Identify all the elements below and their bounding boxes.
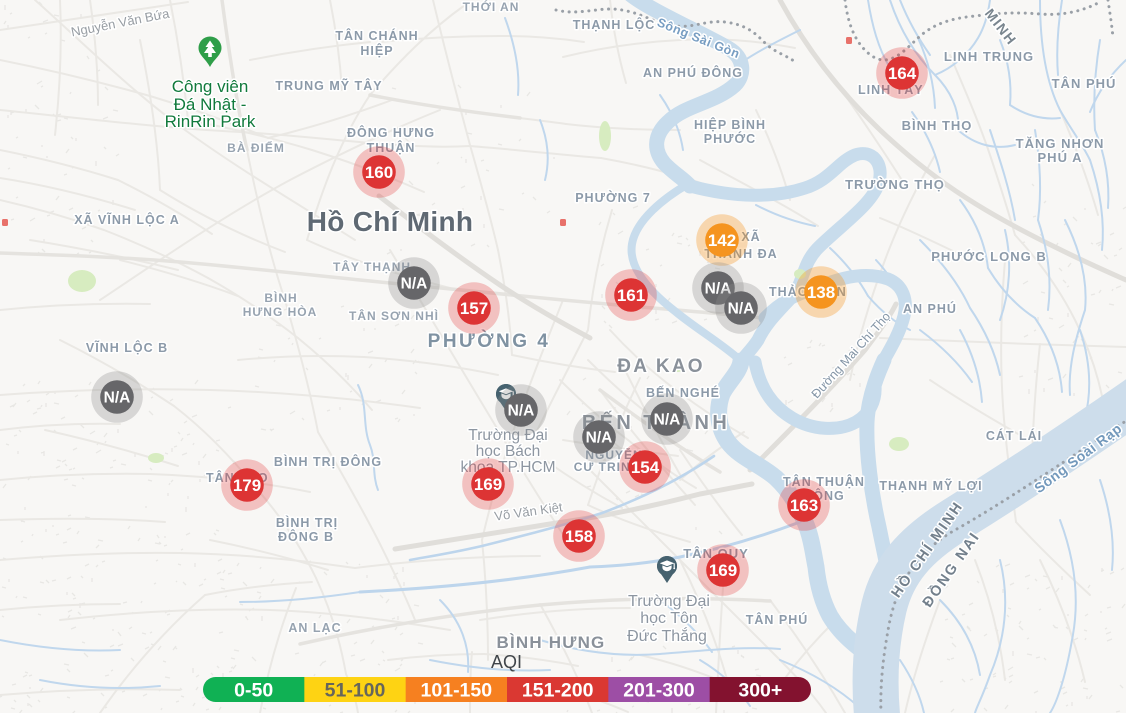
svg-text:BÌNH THỌ: BÌNH THỌ — [902, 118, 973, 133]
svg-text:VĨNH LỘC B: VĨNH LỘC B — [86, 340, 168, 355]
svg-text:N/A: N/A — [401, 276, 428, 293]
svg-text:161: 161 — [617, 286, 645, 305]
svg-text:154: 154 — [631, 458, 660, 477]
svg-text:Trường Đại: Trường Đại — [628, 593, 710, 610]
svg-text:PHƯỜNG 4: PHƯỜNG 4 — [428, 330, 551, 352]
svg-text:142: 142 — [708, 231, 736, 250]
svg-text:N/A: N/A — [508, 403, 535, 420]
svg-text:BÌNH HƯNG: BÌNH HƯNG — [497, 633, 606, 652]
svg-text:160: 160 — [365, 163, 393, 182]
svg-text:THẠNH LỘC: THẠNH LỘC — [573, 17, 656, 32]
svg-text:BẾN NGHÉ: BẾN NGHÉ — [646, 385, 720, 400]
svg-text:TÂN PHÚ: TÂN PHÚ — [746, 612, 809, 627]
svg-text:N/A: N/A — [728, 301, 755, 318]
svg-text:AN PHÚ: AN PHÚ — [903, 301, 957, 316]
svg-text:ĐÔNG HƯNG: ĐÔNG HƯNG — [347, 125, 435, 140]
svg-text:Hồ Chí Minh: Hồ Chí Minh — [307, 206, 474, 237]
svg-text:Công viên: Công viên — [172, 77, 249, 96]
svg-text:TÂN CHÁNH: TÂN CHÁNH — [335, 28, 418, 43]
svg-text:151-200: 151-200 — [522, 680, 594, 702]
svg-text:169: 169 — [709, 561, 737, 580]
svg-text:XÃ: XÃ — [741, 229, 760, 244]
svg-text:101-150: 101-150 — [421, 680, 493, 702]
svg-text:HIỆP BÌNH: HIỆP BÌNH — [694, 117, 766, 132]
svg-text:THẠNH MỸ LỢI: THẠNH MỸ LỢI — [879, 478, 982, 493]
svg-text:PHƯỚC: PHƯỚC — [704, 131, 756, 146]
svg-text:N/A: N/A — [654, 412, 681, 429]
svg-text:201-300: 201-300 — [623, 680, 695, 702]
svg-text:PHÚ A: PHÚ A — [1038, 150, 1083, 165]
svg-text:BÌNH: BÌNH — [264, 290, 297, 305]
svg-text:179: 179 — [233, 476, 261, 495]
svg-text:163: 163 — [790, 496, 818, 515]
svg-text:TÂN PHÚ: TÂN PHÚ — [1052, 76, 1117, 91]
svg-text:HƯNG HÒA: HƯNG HÒA — [243, 304, 318, 319]
svg-text:Đá Nhật -: Đá Nhật - — [174, 95, 247, 114]
svg-text:XÃ VĨNH LỘC A: XÃ VĨNH LỘC A — [74, 212, 180, 227]
svg-text:TÂY THẠNH: TÂY THẠNH — [333, 259, 411, 274]
svg-text:N/A: N/A — [586, 430, 613, 447]
svg-text:TÂN THUẬN: TÂN THUẬN — [783, 474, 865, 489]
svg-text:Trường Đại: Trường Đại — [468, 427, 547, 444]
svg-text:51-100: 51-100 — [325, 680, 386, 702]
svg-text:158: 158 — [565, 527, 593, 546]
svg-text:THỚI AN: THỚI AN — [463, 0, 520, 14]
svg-text:ĐÔNG B: ĐÔNG B — [278, 529, 334, 544]
svg-text:0-50: 0-50 — [234, 680, 273, 702]
svg-text:169: 169 — [474, 475, 502, 494]
svg-text:N/A: N/A — [705, 281, 732, 298]
svg-text:HIỆP: HIỆP — [360, 43, 393, 58]
svg-text:AN LẠC: AN LẠC — [288, 621, 341, 635]
svg-text:học Bách: học Bách — [476, 443, 541, 460]
svg-text:ĐA KAO: ĐA KAO — [617, 356, 704, 377]
svg-text:LINH TRUNG: LINH TRUNG — [944, 49, 1034, 64]
svg-text:BÀ ĐIỂM: BÀ ĐIỂM — [227, 140, 285, 155]
svg-text:học Tôn: học Tôn — [640, 610, 698, 627]
svg-text:157: 157 — [460, 299, 488, 318]
svg-text:THUẬN: THUẬN — [367, 140, 416, 155]
svg-text:164: 164 — [888, 64, 917, 83]
svg-text:BÌNH TRỊ ĐÔNG: BÌNH TRỊ ĐÔNG — [274, 454, 382, 469]
svg-text:RinRin Park: RinRin Park — [165, 112, 256, 131]
svg-text:TÂN SƠN NHÌ: TÂN SƠN NHÌ — [349, 308, 439, 323]
svg-text:BÌNH TRỊ: BÌNH TRỊ — [276, 515, 338, 530]
svg-text:TĂNG NHƠN: TĂNG NHƠN — [1016, 136, 1105, 151]
svg-text:N/A: N/A — [104, 390, 131, 407]
svg-text:138: 138 — [807, 283, 835, 302]
svg-text:AQI: AQI — [491, 652, 522, 672]
svg-text:PHƯỜNG 7: PHƯỜNG 7 — [575, 190, 651, 205]
svg-text:PHƯỚC LONG B: PHƯỚC LONG B — [931, 249, 1047, 264]
svg-text:CƯ TRINH: CƯ TRINH — [574, 460, 641, 474]
svg-text:TRUNG MỸ TÂY: TRUNG MỸ TÂY — [275, 78, 382, 93]
svg-text:TRƯỜNG THỌ: TRƯỜNG THỌ — [845, 177, 945, 192]
svg-text:300+: 300+ — [738, 680, 782, 702]
svg-text:CÁT LÁI: CÁT LÁI — [986, 428, 1042, 443]
svg-text:AN PHÚ ĐÔNG: AN PHÚ ĐÔNG — [643, 65, 743, 80]
svg-text:Đức Thắng: Đức Thắng — [627, 626, 707, 645]
